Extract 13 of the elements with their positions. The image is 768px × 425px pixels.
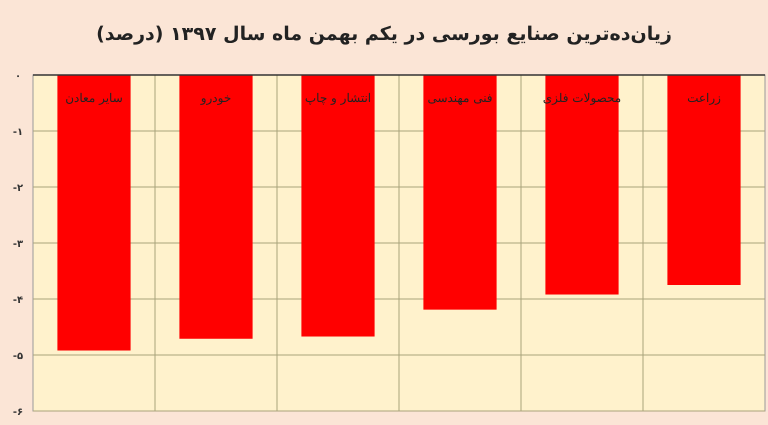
x-tick-label: فنی مهندسی xyxy=(427,91,493,105)
x-tick-label: خودرو xyxy=(200,91,232,105)
y-tick-label: -۶ xyxy=(12,407,24,418)
x-tick-label: سایر معادن xyxy=(65,91,123,105)
chart-title: زیان‌ده‌ترین صنایع بورسی در یکم بهمن ماه سال ۱۳۹۷ (درصد) xyxy=(96,23,672,45)
y-tick-label: -۵ xyxy=(12,351,24,362)
y-tick-label: -۴ xyxy=(12,295,24,306)
x-tick-label: انتشار و چاپ xyxy=(304,91,372,105)
y-tick-label: -۳ xyxy=(12,239,24,250)
x-tick-label: زراعت xyxy=(687,91,722,105)
y-tick-label: -۱ xyxy=(12,127,24,138)
y-tick-label: -۲ xyxy=(12,183,24,194)
y-tick-label: ۰ xyxy=(14,71,22,82)
